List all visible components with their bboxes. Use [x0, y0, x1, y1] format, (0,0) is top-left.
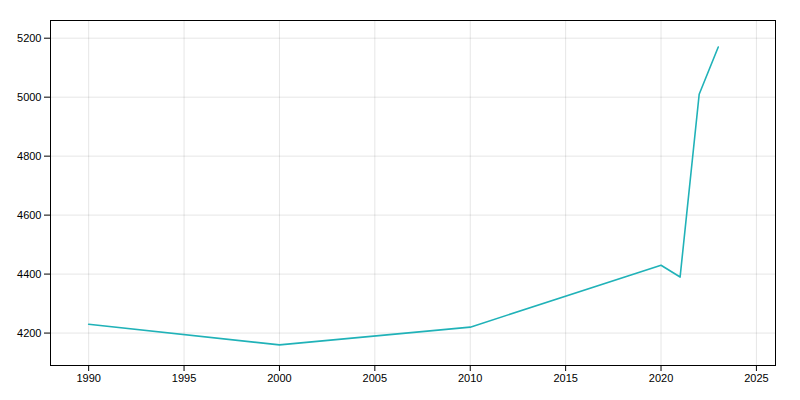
svg-text:2000: 2000: [267, 372, 291, 384]
svg-text:2010: 2010: [458, 372, 482, 384]
svg-text:2015: 2015: [553, 372, 577, 384]
svg-text:4200: 4200: [17, 327, 41, 339]
svg-text:2025: 2025: [744, 372, 768, 384]
svg-text:2020: 2020: [649, 372, 673, 384]
svg-text:4800: 4800: [17, 150, 41, 162]
svg-text:2005: 2005: [363, 372, 387, 384]
svg-text:5000: 5000: [17, 91, 41, 103]
svg-text:1995: 1995: [172, 372, 196, 384]
svg-text:5200: 5200: [17, 32, 41, 44]
svg-text:1990: 1990: [76, 372, 100, 384]
svg-text:4400: 4400: [17, 268, 41, 280]
svg-text:4600: 4600: [17, 209, 41, 221]
